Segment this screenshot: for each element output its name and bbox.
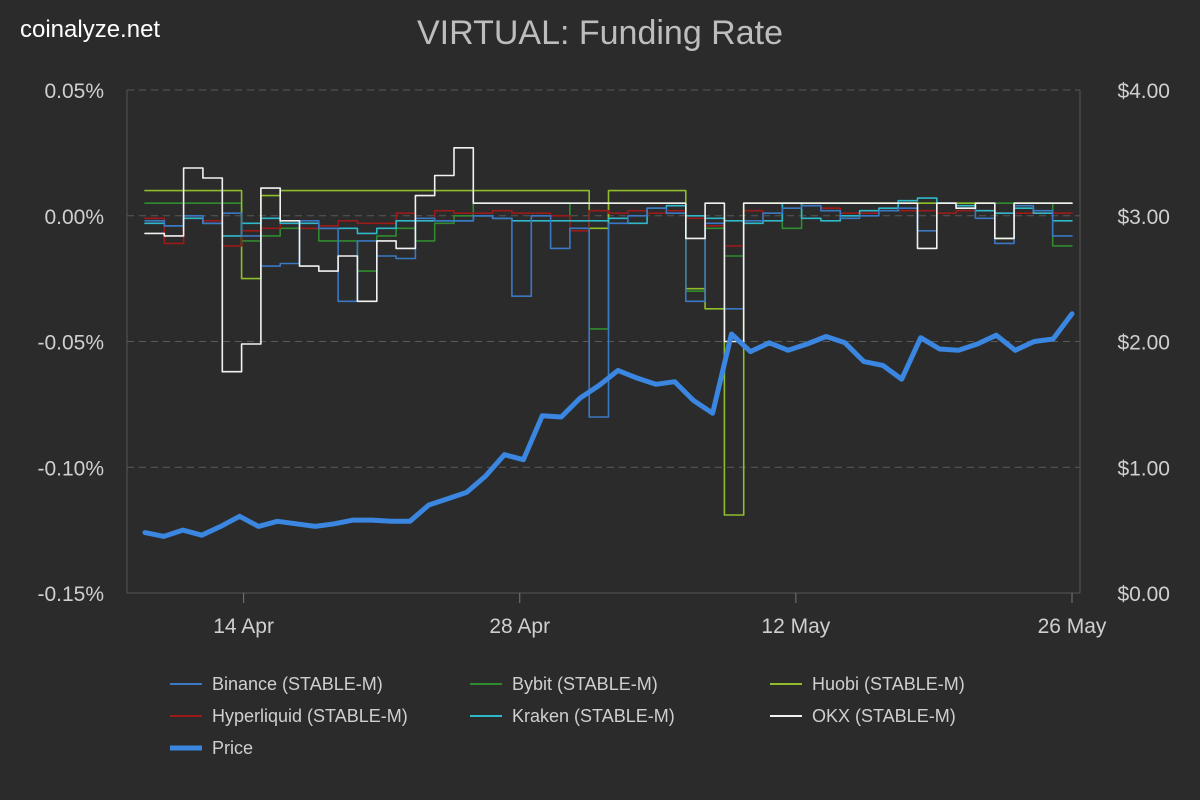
series-lines [142,147,1075,539]
series-line-price [142,311,1075,539]
y-left-tick-label: 0.00% [44,206,104,229]
legend-label-bybit-stable-m[interactable]: Bybit (STABLE-M) [512,674,658,694]
legend-label-binance-stable-m[interactable]: Binance (STABLE-M) [212,674,383,694]
grid-lines [127,89,1080,594]
site-brand: coinalyze.net [20,16,161,43]
y-left-tick-label: 0.05% [44,80,104,103]
y-right-tick-label: $1.00 [1117,457,1170,480]
x-tick-label: 26 May [1038,615,1107,638]
y-left-tick-label: -0.10% [37,457,104,480]
legend-label-price[interactable]: Price [212,738,253,758]
axes: 0.05% $4.00 0.00% $3.00 -0.05% $2.00 -0.10% $1.… [37,80,1170,638]
legend: Binance (STABLE-M) Bybit (STABLE-M) Huobi … [170,674,965,758]
y-left-tick-label: -0.15% [37,583,104,606]
chart-title: VIRTUAL: Funding Rate [417,14,783,52]
legend-label-huobi-stable-m[interactable]: Huobi (STABLE-M) [812,674,965,694]
legend-label-okx-stable-m[interactable]: OKX (STABLE-M) [812,706,956,726]
y-right-tick-label: $4.00 [1117,80,1170,103]
series-line-binance-stable-m [144,202,1073,418]
y-right-tick-label: $0.00 [1117,583,1170,606]
y-right-tick-label: $2.00 [1117,332,1170,355]
x-tick-label: 28 Apr [489,615,550,638]
x-tick-label: 14 Apr [213,615,274,638]
y-left-tick-label: -0.05% [37,332,104,355]
series-line-okx-stable-m [144,147,1073,373]
legend-label-kraken-stable-m[interactable]: Kraken (STABLE-M) [512,706,675,726]
x-tick-label: 12 May [761,615,830,638]
legend-label-hyperliquid-stable-m[interactable]: Hyperliquid (STABLE-M) [212,706,408,726]
y-right-tick-label: $3.00 [1117,206,1170,229]
